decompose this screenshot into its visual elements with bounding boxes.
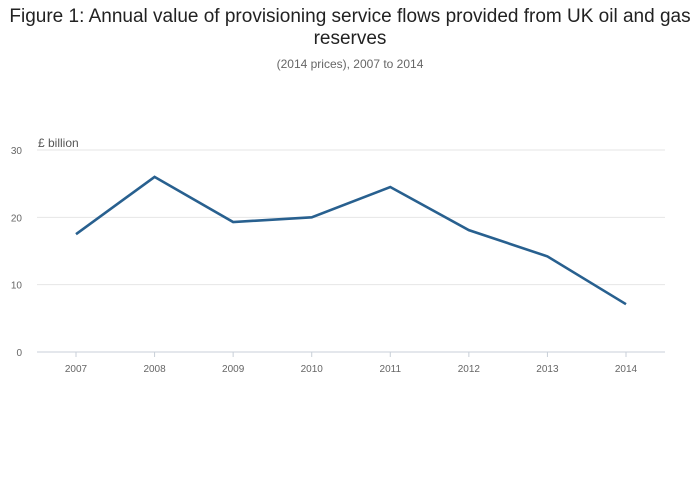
x-tick-label: 2014	[615, 364, 638, 375]
chart-title: Figure 1: Annual value of provisioning s…	[9, 6, 691, 49]
chart-subtitle: (2014 prices), 2007 to 2014	[276, 57, 424, 71]
y-tick-label: 10	[11, 281, 23, 292]
y-tick-label: 20	[11, 213, 23, 224]
y-tick-label: 30	[11, 146, 23, 157]
x-tick-label: 2010	[301, 364, 324, 375]
x-tick-label: 2009	[222, 364, 245, 375]
y-tick-label: 0	[16, 348, 22, 359]
x-tick-label: 2007	[65, 364, 88, 375]
x-tick-label: 2008	[143, 364, 166, 375]
x-tick-label: 2011	[380, 364, 402, 375]
y-axis-unit-label: £ billion	[38, 136, 79, 150]
series-line	[75, 175, 627, 306]
x-tick-label: 2013	[536, 364, 559, 375]
x-tick-label: 2012	[458, 364, 481, 375]
